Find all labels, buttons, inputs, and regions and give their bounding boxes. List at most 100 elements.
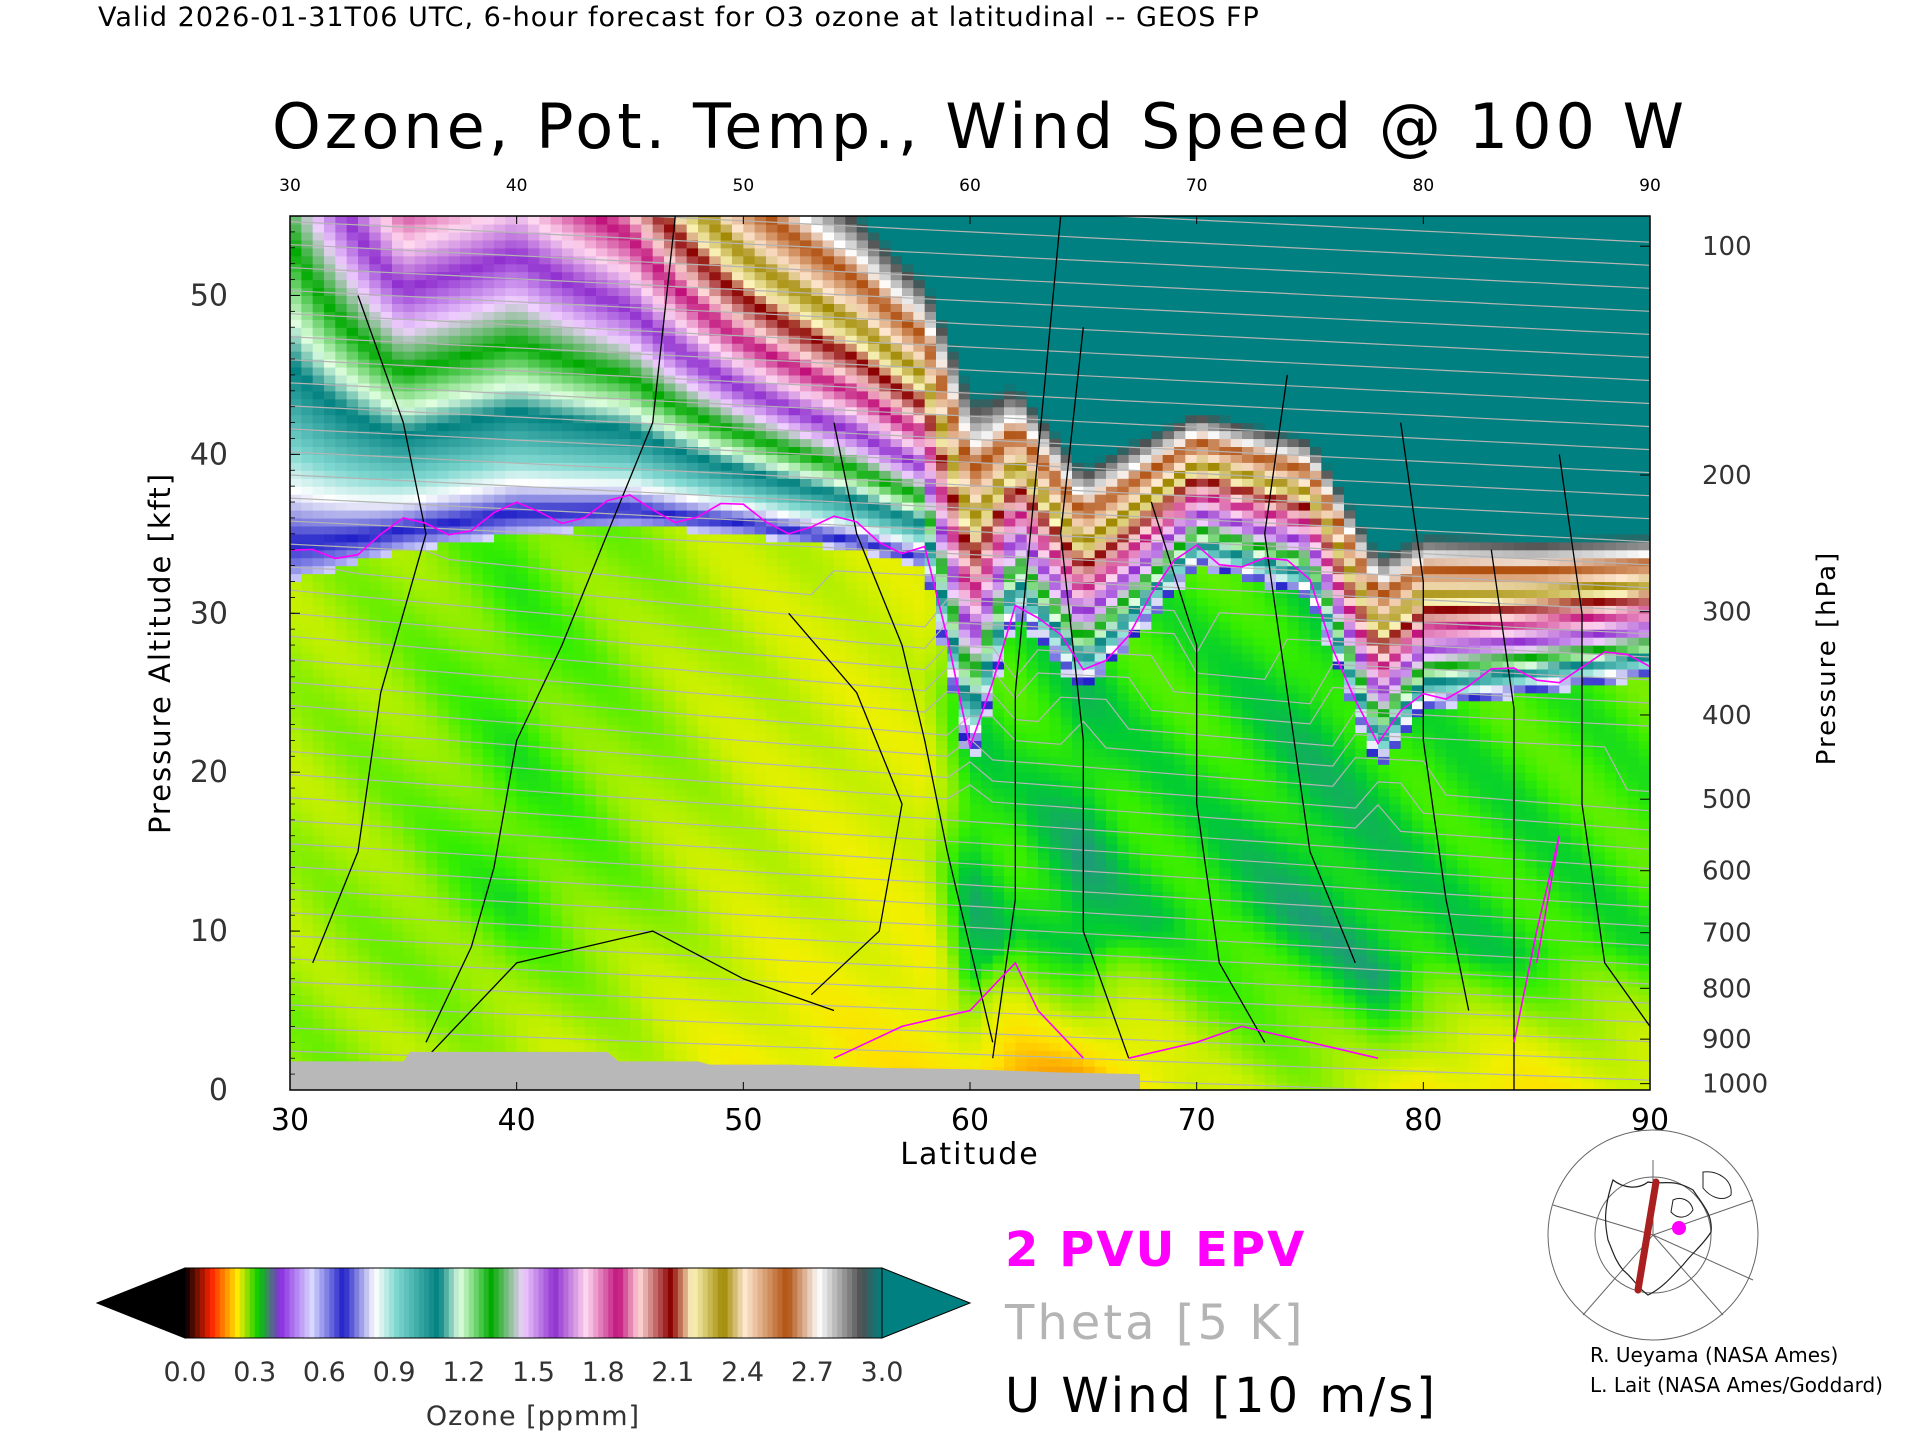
heatmap-cell xyxy=(607,414,620,424)
heatmap-cell xyxy=(573,788,586,797)
heatmap-cell xyxy=(573,653,586,662)
heatmap-cell xyxy=(312,637,325,646)
heatmap-cell xyxy=(437,899,450,908)
heatmap-cell xyxy=(335,780,348,789)
heatmap-cell xyxy=(607,629,620,638)
heatmap-cell xyxy=(709,1034,722,1043)
heatmap-cell xyxy=(596,772,608,781)
heatmap-cell xyxy=(324,533,336,543)
heatmap-cell xyxy=(743,939,756,948)
heatmap-cell xyxy=(562,541,574,551)
heatmap-cell xyxy=(550,978,563,988)
heatmap-cell xyxy=(312,684,325,694)
heatmap-cell xyxy=(732,1050,744,1059)
heatmap-cell xyxy=(324,684,336,694)
heatmap-cell xyxy=(516,605,529,614)
heatmap-cell xyxy=(573,1002,586,1012)
heatmap-cell xyxy=(573,613,586,622)
heatmap-cell xyxy=(505,962,518,972)
heatmap-cell xyxy=(448,1026,461,1035)
heatmap-cell xyxy=(414,295,427,304)
heatmap-cell xyxy=(335,748,348,757)
heatmap-cell xyxy=(709,732,722,741)
heatmap-cell xyxy=(584,740,597,749)
heatmap-cell xyxy=(335,700,348,710)
heatmap-cell xyxy=(618,295,631,304)
heatmap-cell xyxy=(618,446,631,455)
heatmap-cell xyxy=(641,851,654,861)
heatmap-cell xyxy=(675,287,688,297)
heatmap-cell xyxy=(550,247,563,257)
heatmap-cell xyxy=(403,732,416,741)
heatmap-cell xyxy=(494,756,506,765)
heatmap-cell xyxy=(720,954,733,964)
heatmap-cell xyxy=(709,724,722,734)
heatmap-cell xyxy=(618,494,631,503)
heatmap-cell xyxy=(788,1002,801,1012)
heatmap-cell xyxy=(800,923,812,932)
heatmap-cell xyxy=(290,1010,302,1020)
heatmap-cell xyxy=(652,764,665,773)
heatmap-cell xyxy=(346,549,359,559)
heatmap-cell xyxy=(743,581,756,591)
heatmap-cell xyxy=(437,597,450,606)
heatmap-cell xyxy=(573,406,586,416)
heatmap-cell xyxy=(584,557,597,567)
heatmap-cell xyxy=(709,374,722,384)
heatmap-cell xyxy=(324,565,336,575)
heatmap-cell xyxy=(290,422,302,432)
heatmap-cell xyxy=(686,509,699,519)
heatmap-cell xyxy=(403,1026,416,1035)
heatmap-cell xyxy=(743,573,756,583)
heatmap-cell xyxy=(732,311,744,320)
heatmap-cell xyxy=(414,406,427,416)
heatmap-cell xyxy=(346,462,359,471)
heatmap-cell xyxy=(539,939,552,948)
heatmap-cell xyxy=(482,684,495,694)
heatmap-cell xyxy=(743,1058,756,1067)
heatmap-cell xyxy=(471,303,484,312)
heatmap-cell xyxy=(664,653,676,662)
heatmap-cell xyxy=(482,954,495,964)
heatmap-cell xyxy=(686,438,699,448)
heatmap-cell xyxy=(505,724,518,734)
heatmap-cell xyxy=(437,875,450,885)
heatmap-cell xyxy=(346,1034,359,1043)
heatmap-cell xyxy=(290,287,302,297)
heatmap-cell xyxy=(312,931,325,940)
heatmap-cell xyxy=(528,843,540,853)
heatmap-cell xyxy=(460,374,472,384)
heatmap-cell xyxy=(664,915,676,924)
heatmap-cell xyxy=(584,978,597,988)
heatmap-cell xyxy=(460,223,472,233)
heatmap-cell xyxy=(324,438,336,448)
heatmap-cell xyxy=(641,398,654,408)
heatmap-cell xyxy=(743,462,756,471)
heatmap-cell xyxy=(482,931,495,940)
heatmap-cell xyxy=(301,851,314,861)
heatmap-cell xyxy=(324,970,336,980)
heatmap-cell xyxy=(301,637,314,646)
heatmap-cell xyxy=(664,724,676,734)
heatmap-cell xyxy=(630,486,642,495)
heatmap-cell xyxy=(482,454,495,463)
heatmap-cell xyxy=(709,287,722,297)
heatmap-cell xyxy=(516,732,529,741)
heatmap-cell xyxy=(358,954,370,964)
heatmap-cell xyxy=(437,819,450,829)
heatmap-cell xyxy=(675,772,688,781)
heatmap-cell xyxy=(641,1010,654,1020)
heatmap-cell xyxy=(641,1002,654,1012)
heatmap-cell xyxy=(641,788,654,797)
heatmap-cell xyxy=(675,700,688,710)
heatmap-cell xyxy=(709,660,722,670)
heatmap-cell xyxy=(539,613,552,622)
heatmap-cell xyxy=(596,716,608,726)
heatmap-cell xyxy=(562,724,574,734)
heatmap-cell xyxy=(437,1042,450,1051)
heatmap-cell xyxy=(358,740,370,749)
heatmap-cell xyxy=(403,931,416,940)
heatmap-cell xyxy=(754,772,767,781)
heatmap-cell xyxy=(539,327,552,336)
heatmap-cell xyxy=(471,231,484,241)
